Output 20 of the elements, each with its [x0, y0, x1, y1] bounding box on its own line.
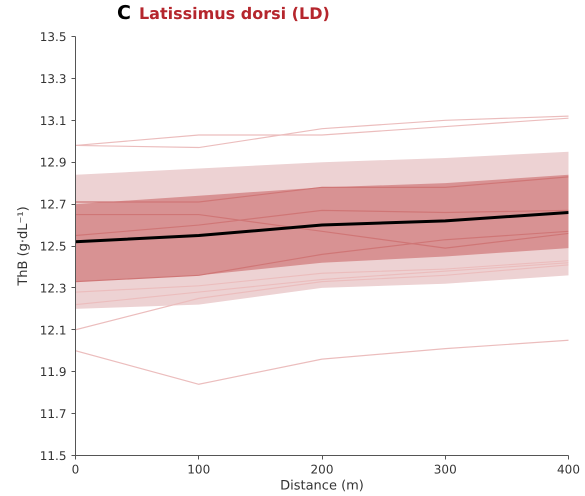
y-tick-label: 11.5	[40, 449, 66, 463]
y-tick-label: 13.1	[40, 114, 66, 128]
x-axis-title: Distance (m)	[280, 478, 364, 494]
x-tick-label: 200	[310, 462, 334, 476]
x-tick-label: 300	[434, 462, 457, 476]
y-tick-label: 12.3	[40, 281, 66, 296]
chart-title: Latissimus dorsi (LD)	[138, 4, 330, 23]
y-tick-label: 12.1	[40, 323, 66, 338]
y-tick-label: 11.9	[40, 365, 66, 380]
y-tick-label: 12.5	[40, 240, 66, 254]
text: C	[117, 2, 131, 24]
y-tick-label: 11.7	[40, 407, 66, 422]
x-tick-label: 0	[72, 462, 80, 476]
y-axis-title: ThB (g·dL⁻¹)	[16, 206, 31, 287]
x-tick-label: 400	[557, 462, 580, 476]
y-tick-label: 13.5	[40, 30, 66, 44]
y-tick-label: 13.3	[40, 72, 66, 86]
x-tick-label: 100	[187, 462, 210, 476]
y-tick-label: 12.7	[40, 198, 66, 212]
y-tick-label: 12.9	[40, 156, 66, 170]
